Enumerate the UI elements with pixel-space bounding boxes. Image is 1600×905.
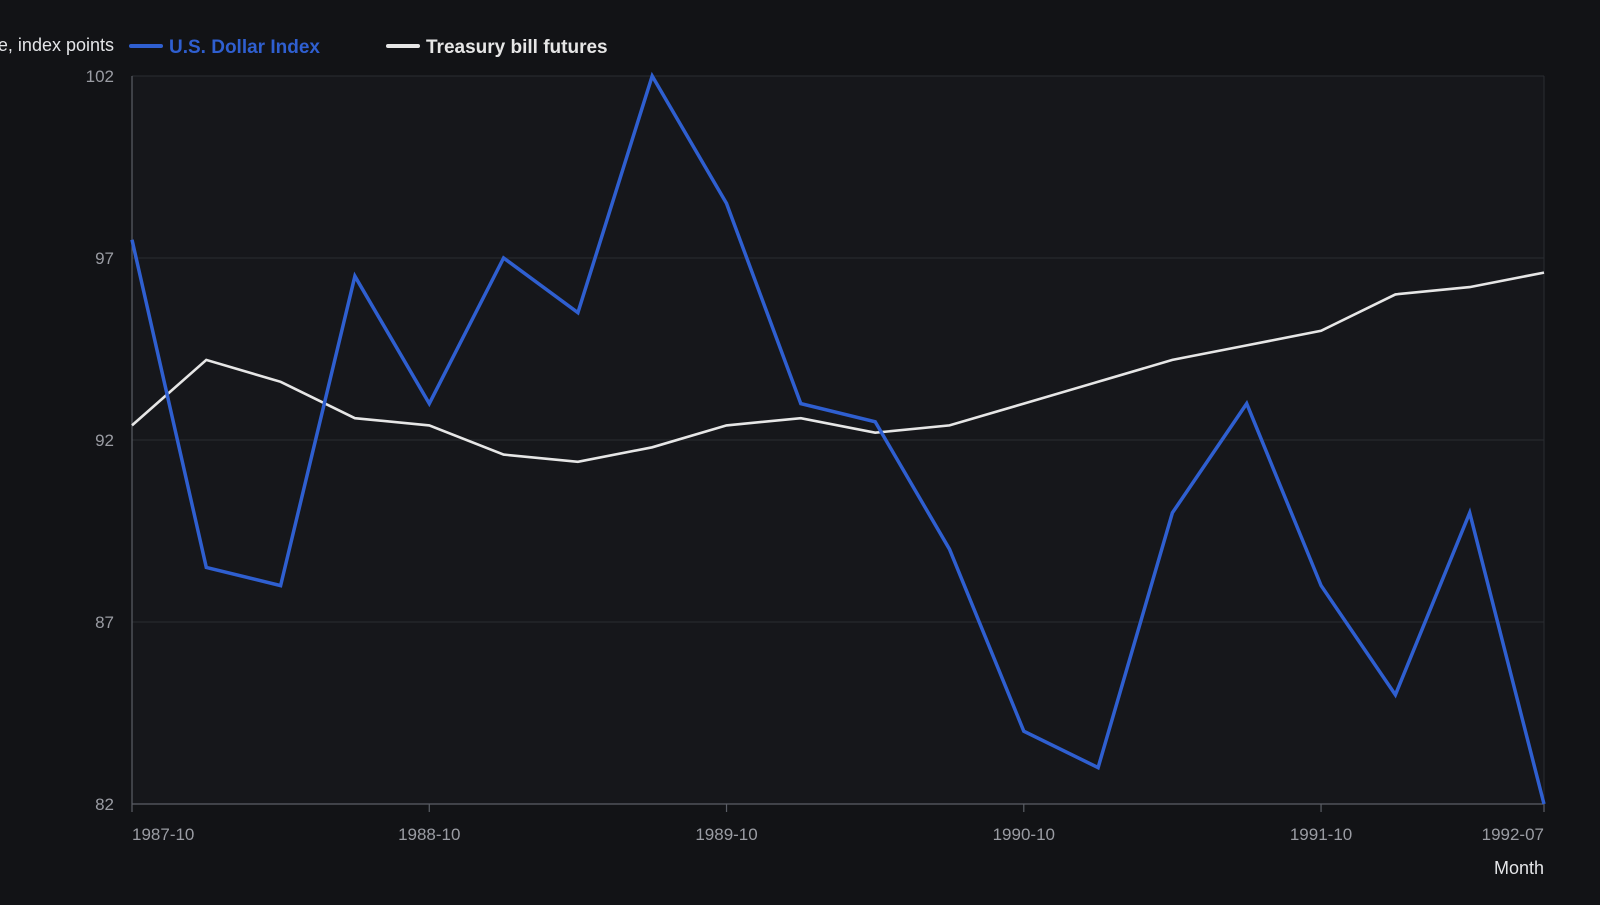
x-axis-title: Month bbox=[1494, 858, 1544, 878]
legend: U.S. Dollar Index Treasury bill futures bbox=[129, 37, 608, 58]
y-tick-label-102: 102 bbox=[86, 67, 114, 86]
x-tick-label-1989-10: 1989-10 bbox=[695, 825, 757, 844]
gridlines bbox=[132, 75, 1545, 804]
legend-label-treasury-bill-futures: Treasury bill futures bbox=[426, 37, 608, 58]
series-lines bbox=[130, 71, 1546, 805]
axes: 82 87 92 97 102 1987-10 1988-10 1989-10 1990-10 1… bbox=[86, 67, 1545, 844]
series-line-u-s-dollar-index bbox=[130, 71, 1546, 805]
y-tick-label-87: 87 bbox=[95, 613, 114, 632]
x-tick-label-1990-10: 1990-10 bbox=[993, 825, 1055, 844]
series-line-treasury-bill-futures bbox=[131, 271, 1545, 464]
legend-label-us-dollar-index: U.S. Dollar Index bbox=[169, 37, 320, 58]
x-tick-label-1988-10: 1988-10 bbox=[398, 825, 460, 844]
y-tick-label-92: 92 bbox=[95, 431, 114, 450]
x-tick-label-1987-10: 1987-10 bbox=[132, 825, 194, 844]
x-tick-label-1992-07: 1992-07 bbox=[1482, 825, 1544, 844]
x-tick-label-1991-10: 1991-10 bbox=[1290, 825, 1352, 844]
y-tick-label-97: 97 bbox=[95, 249, 114, 268]
y-axis-title: Price, index points bbox=[0, 35, 114, 55]
y-tick-label-82: 82 bbox=[95, 795, 114, 814]
